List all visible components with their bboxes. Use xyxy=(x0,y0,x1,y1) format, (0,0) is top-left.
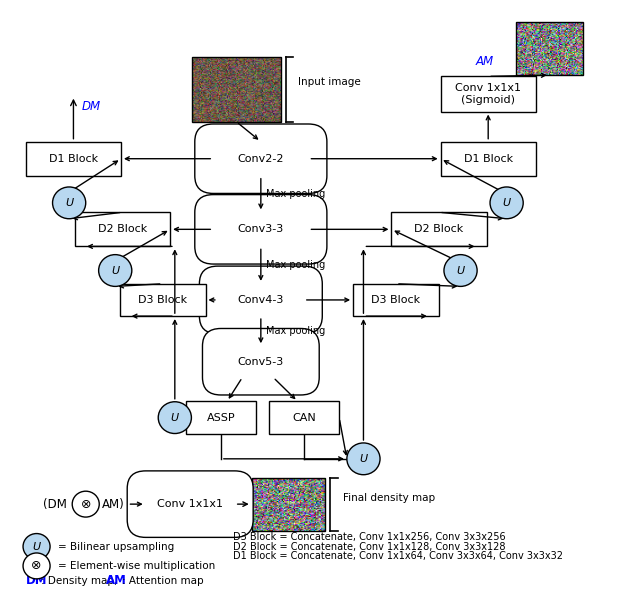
Text: ⊗: ⊗ xyxy=(31,560,42,573)
Text: D1 Block = Concatenate, Conv 1x1x64, Conv 3x3x64, Conv 3x3x32: D1 Block = Concatenate, Conv 1x1x64, Con… xyxy=(233,551,563,561)
Bar xyxy=(192,57,281,122)
Text: U: U xyxy=(502,198,511,208)
FancyBboxPatch shape xyxy=(195,195,327,264)
Text: Max pooling: Max pooling xyxy=(266,189,325,199)
Circle shape xyxy=(23,553,50,579)
Text: : Density map,: : Density map, xyxy=(41,576,120,586)
FancyBboxPatch shape xyxy=(440,141,536,176)
FancyBboxPatch shape xyxy=(200,266,323,334)
Circle shape xyxy=(52,187,86,219)
Text: ⊗: ⊗ xyxy=(81,498,91,511)
Text: Max pooling: Max pooling xyxy=(266,260,325,270)
Text: U: U xyxy=(171,413,179,423)
FancyBboxPatch shape xyxy=(269,402,339,434)
Text: = Bilinear upsampling: = Bilinear upsampling xyxy=(58,542,174,551)
Text: Conv5-3: Conv5-3 xyxy=(237,357,284,366)
FancyBboxPatch shape xyxy=(75,212,170,247)
Text: Conv3-3: Conv3-3 xyxy=(237,225,284,234)
Text: D3 Block: D3 Block xyxy=(371,295,420,305)
Text: ASSP: ASSP xyxy=(207,413,236,423)
Circle shape xyxy=(23,533,50,560)
Text: (DM: (DM xyxy=(43,498,67,511)
Text: DM: DM xyxy=(82,100,101,113)
Text: Conv 1x1x1: Conv 1x1x1 xyxy=(157,499,223,509)
FancyBboxPatch shape xyxy=(353,284,439,316)
Text: CAN: CAN xyxy=(292,413,316,423)
Text: AM: AM xyxy=(476,55,494,68)
Text: Final density map: Final density map xyxy=(342,493,435,503)
FancyBboxPatch shape xyxy=(440,77,536,112)
FancyBboxPatch shape xyxy=(127,471,253,538)
Text: = Element-wise multiplication: = Element-wise multiplication xyxy=(58,561,215,571)
Text: AM): AM) xyxy=(102,498,125,511)
Text: D1 Block: D1 Block xyxy=(463,154,513,164)
Text: D3 Block = Concatenate, Conv 1x1x256, Conv 3x3x256: D3 Block = Concatenate, Conv 1x1x256, Co… xyxy=(233,532,506,542)
Circle shape xyxy=(490,187,524,219)
Circle shape xyxy=(72,491,99,517)
FancyBboxPatch shape xyxy=(195,124,327,194)
Circle shape xyxy=(347,443,380,475)
FancyBboxPatch shape xyxy=(392,212,486,247)
Text: Conv4-3: Conv4-3 xyxy=(237,295,284,305)
FancyBboxPatch shape xyxy=(202,328,319,395)
Text: Input image: Input image xyxy=(298,77,361,87)
FancyBboxPatch shape xyxy=(26,141,121,176)
Text: AM: AM xyxy=(106,574,127,587)
Text: Max pooling: Max pooling xyxy=(266,326,325,336)
Bar xyxy=(252,478,325,530)
Text: Conv 1x1x1
(Sigmoid): Conv 1x1x1 (Sigmoid) xyxy=(455,83,521,105)
Bar xyxy=(516,22,584,75)
Text: U: U xyxy=(360,454,367,464)
Text: U: U xyxy=(456,266,465,276)
Text: U: U xyxy=(65,198,73,208)
Text: U: U xyxy=(33,542,40,551)
Text: D2 Block: D2 Block xyxy=(415,225,463,234)
Text: DM: DM xyxy=(26,574,47,587)
Text: Conv2-2: Conv2-2 xyxy=(237,154,284,164)
Text: D1 Block: D1 Block xyxy=(49,154,98,164)
Circle shape xyxy=(158,402,191,434)
Text: D2 Block = Concatenate, Conv 1x1x128, Conv 3x3x128: D2 Block = Concatenate, Conv 1x1x128, Co… xyxy=(233,542,506,551)
Circle shape xyxy=(444,255,477,286)
Circle shape xyxy=(99,255,132,286)
Text: D2 Block: D2 Block xyxy=(98,225,147,234)
Text: : Attention map: : Attention map xyxy=(122,576,204,586)
FancyBboxPatch shape xyxy=(120,284,205,316)
FancyBboxPatch shape xyxy=(186,402,256,434)
Text: D3 Block: D3 Block xyxy=(138,295,187,305)
Text: U: U xyxy=(111,266,119,276)
